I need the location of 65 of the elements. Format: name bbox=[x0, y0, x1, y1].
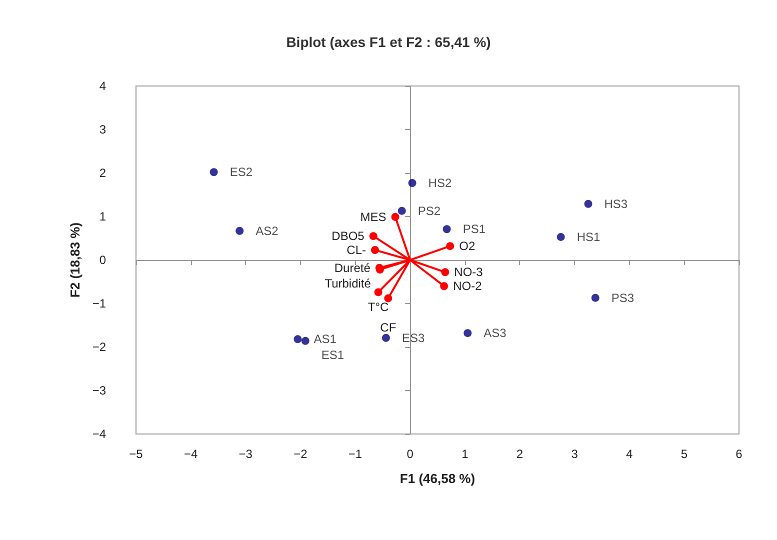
x-tick-label: 3 bbox=[571, 447, 578, 461]
data-label: PS3 bbox=[611, 290, 634, 305]
point bbox=[301, 336, 310, 345]
x-tick-label: 0 bbox=[406, 447, 414, 461]
point bbox=[464, 329, 472, 338]
data-label: ES2 bbox=[230, 165, 253, 180]
point bbox=[442, 225, 451, 234]
y-tick-label: 4 bbox=[99, 79, 106, 93]
data-label: NO-2 bbox=[453, 279, 482, 294]
x-tick-label: 2 bbox=[516, 447, 524, 461]
data-label: HS3 bbox=[604, 196, 628, 211]
x-axis-title: F1 (46,58 %) bbox=[400, 471, 476, 486]
point bbox=[294, 335, 302, 344]
point bbox=[210, 168, 218, 176]
point bbox=[584, 200, 592, 208]
point bbox=[236, 226, 244, 235]
point bbox=[382, 334, 390, 342]
point bbox=[556, 232, 565, 241]
point bbox=[391, 212, 400, 221]
data-label: AS3 bbox=[484, 326, 507, 340]
x-tick-label: 1 bbox=[462, 447, 469, 461]
data-label: O2 bbox=[459, 239, 476, 254]
y-tick-label: −4 bbox=[92, 427, 106, 441]
data-label: AS1 bbox=[314, 332, 337, 346]
x-tick-label: 6 bbox=[736, 447, 743, 461]
point bbox=[371, 246, 380, 254]
point bbox=[384, 294, 392, 302]
x-tick-label: −4 bbox=[184, 447, 198, 461]
point bbox=[446, 242, 454, 250]
y-axis-title: F2 (18,83 %) bbox=[67, 222, 82, 298]
y-tick-label: −1 bbox=[92, 296, 106, 310]
point bbox=[374, 288, 382, 296]
data-label: Turbidité bbox=[324, 276, 372, 291]
y-tick-label: 3 bbox=[99, 122, 106, 136]
y-tick-label: 2 bbox=[99, 166, 106, 180]
data-label: HS1 bbox=[576, 230, 601, 244]
x-tick-label: −1 bbox=[348, 447, 362, 461]
point bbox=[398, 206, 406, 215]
point bbox=[591, 294, 600, 302]
point bbox=[441, 268, 450, 276]
data-label: NO-3 bbox=[454, 265, 484, 280]
x-tick-label: −2 bbox=[294, 447, 308, 461]
data-label: PS1 bbox=[462, 222, 486, 236]
y-tick-label: −3 bbox=[92, 384, 106, 398]
data-label: CL- bbox=[346, 242, 366, 257]
data-label: T°C bbox=[368, 300, 390, 314]
x-tick-label: 5 bbox=[680, 447, 688, 461]
data-label: MES bbox=[360, 210, 386, 224]
x-tick-label: −5 bbox=[129, 447, 144, 461]
y-tick-label: 1 bbox=[99, 210, 106, 224]
point bbox=[369, 232, 378, 240]
data-label: HS2 bbox=[428, 176, 452, 190]
point bbox=[408, 179, 416, 188]
x-tick-label: 4 bbox=[626, 447, 634, 461]
point bbox=[440, 282, 448, 290]
data-label: AS2 bbox=[256, 224, 279, 238]
data-label: CF bbox=[380, 320, 396, 334]
data-label: Dureté bbox=[334, 260, 371, 275]
data-label: ES1 bbox=[321, 348, 344, 362]
y-tick-label: 0 bbox=[99, 253, 106, 267]
y-tick-label: −2 bbox=[92, 340, 106, 354]
x-tick-label: −3 bbox=[238, 447, 253, 461]
data-label: PS2 bbox=[418, 204, 441, 218]
data-label: DBO5 bbox=[332, 229, 365, 244]
chart-title: Biplot (axes F1 et F2 : 65,41 %) bbox=[286, 34, 491, 50]
